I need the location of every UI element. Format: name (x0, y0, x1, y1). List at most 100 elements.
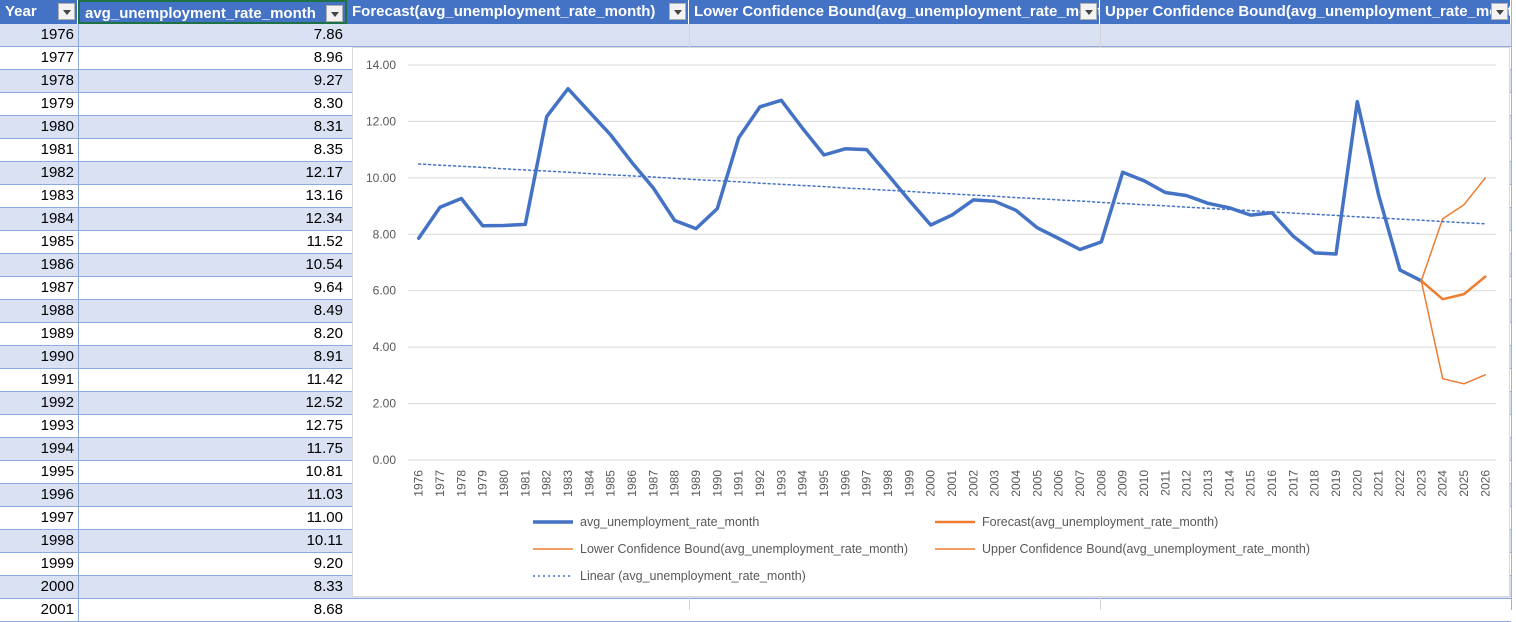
x-tick-label: 2003 (988, 470, 1002, 497)
y-tick-label: 8.00 (373, 227, 397, 241)
year-cell[interactable]: 2001 (40, 601, 74, 618)
year-cell[interactable]: 1986 (40, 256, 74, 273)
value-cell[interactable]: 10.54 (78, 254, 347, 276)
value-cell[interactable]: 11.52 (78, 231, 347, 253)
legend-entry: Linear (avg_unemployment_rate_month) (580, 569, 806, 583)
year-cell[interactable]: 1984 (40, 210, 74, 227)
value-cell[interactable]: 13.16 (78, 185, 347, 207)
value-cell[interactable]: 11.75 (78, 438, 347, 460)
x-tick-label: 1978 (454, 470, 468, 497)
x-tick-label: 2022 (1393, 470, 1407, 497)
value-cell[interactable]: 9.64 (78, 277, 347, 299)
x-tick-label: 1999 (902, 470, 916, 497)
x-tick-label: 2019 (1329, 470, 1343, 497)
x-tick-label: 1997 (860, 470, 874, 497)
year-cell[interactable]: 1980 (40, 118, 74, 135)
year-cell[interactable]: 1999 (40, 555, 74, 572)
header-forecast[interactable]: Forecast(avg_unemployment_rate_month) (347, 0, 689, 24)
x-tick-label: 2014 (1222, 470, 1236, 497)
year-cell[interactable]: 1978 (40, 72, 74, 89)
value-cell[interactable]: 12.75 (78, 415, 347, 437)
y-tick-label: 6.00 (373, 284, 397, 298)
table-row[interactable]: 2001 8.68 (0, 599, 1511, 622)
filter-dropdown-icon[interactable] (326, 5, 343, 22)
value-cell[interactable]: 11.00 (78, 507, 347, 529)
x-tick-label: 1984 (582, 470, 596, 497)
value-cell[interactable]: 12.52 (78, 392, 347, 414)
series-line-1 (416, 86, 1424, 283)
value-cell[interactable]: 7.86 (78, 24, 347, 46)
year-cell[interactable]: 1987 (40, 279, 74, 296)
y-tick-label: 12.00 (366, 114, 396, 128)
header-lower-bound[interactable]: Lower Confidence Bound(avg_unemployment_… (689, 0, 1100, 24)
table-right-border (1511, 0, 1512, 610)
year-cell[interactable]: 1991 (40, 371, 74, 388)
year-cell[interactable]: 1992 (40, 394, 74, 411)
year-cell[interactable]: 1982 (40, 164, 74, 181)
year-cell[interactable]: 1981 (40, 141, 74, 158)
year-cell[interactable]: 1989 (40, 325, 74, 342)
legend-entry: Lower Confidence Bound(avg_unemployment_… (580, 542, 908, 556)
x-tick-label: 2009 (1116, 470, 1130, 497)
year-cell[interactable]: 1979 (40, 95, 74, 112)
x-tick-label: 1994 (796, 470, 810, 497)
year-cell[interactable]: 1995 (40, 463, 74, 480)
value-cell[interactable]: 8.49 (78, 300, 347, 322)
value-cell[interactable]: 11.03 (78, 484, 347, 506)
header-avg-unemployment[interactable]: avg_unemployment_rate_month (78, 0, 347, 24)
value-cell[interactable]: 9.20 (78, 553, 347, 575)
x-tick-label: 1992 (753, 470, 767, 497)
x-tick-label: 2008 (1094, 470, 1108, 497)
value-cell[interactable]: 8.20 (78, 323, 347, 345)
x-tick-label: 1985 (604, 470, 618, 497)
value-cell[interactable]: 8.35 (78, 139, 347, 161)
year-cell[interactable]: 1994 (40, 440, 74, 457)
value-cell[interactable]: 8.96 (78, 47, 347, 69)
legend-entry: Forecast(avg_unemployment_rate_month) (982, 515, 1218, 529)
value-cell[interactable]: 9.27 (78, 70, 347, 92)
x-tick-label: 2016 (1265, 470, 1279, 497)
x-tick-label: 2013 (1201, 470, 1215, 497)
value-cell[interactable]: 8.30 (78, 93, 347, 115)
year-cell[interactable]: 1990 (40, 348, 74, 365)
value-cell[interactable]: 8.31 (78, 116, 347, 138)
value-cell[interactable]: 10.11 (78, 530, 347, 552)
filter-dropdown-icon[interactable] (1080, 3, 1097, 20)
x-tick-label: 1990 (710, 470, 724, 497)
x-tick-label: 1979 (476, 470, 490, 497)
x-tick-label: 2020 (1350, 470, 1364, 497)
filter-dropdown-icon[interactable] (669, 3, 686, 20)
value-cell[interactable]: 8.68 (78, 599, 347, 621)
header-label: Upper Confidence Bound(avg_unemployment_… (1105, 3, 1510, 20)
year-cell[interactable]: 1998 (40, 532, 74, 549)
x-tick-label: 2015 (1244, 470, 1258, 497)
year-cell[interactable]: 1997 (40, 509, 74, 526)
header-label: Forecast(avg_unemployment_rate_month) (352, 3, 656, 20)
x-tick-label: 2018 (1308, 470, 1322, 497)
year-cell[interactable]: 1996 (40, 486, 74, 503)
year-cell[interactable]: 1988 (40, 302, 74, 319)
header-year[interactable]: Year (0, 0, 78, 24)
y-tick-label: 0.00 (373, 453, 397, 467)
value-cell[interactable]: 12.34 (78, 208, 347, 230)
x-tick-label: 1981 (518, 470, 532, 497)
value-cell[interactable]: 11.42 (78, 369, 347, 391)
legend-entry: avg_unemployment_rate_month (580, 515, 759, 529)
year-cell[interactable]: 1976 (40, 26, 74, 43)
filter-dropdown-icon[interactable] (1491, 3, 1508, 20)
year-cell[interactable]: 1985 (40, 233, 74, 250)
value-cell[interactable]: 8.33 (78, 576, 347, 598)
year-cell[interactable]: 2000 (40, 578, 74, 595)
value-cell[interactable]: 10.81 (78, 461, 347, 483)
x-tick-label: 2000 (924, 470, 938, 497)
value-cell[interactable]: 8.91 (78, 346, 347, 368)
table-row[interactable]: 1976 7.86 (0, 24, 1511, 47)
x-tick-label: 1988 (668, 470, 682, 497)
header-upper-bound[interactable]: Upper Confidence Bound(avg_unemployment_… (1100, 0, 1511, 24)
value-cell[interactable]: 12.17 (78, 162, 347, 184)
line-chart[interactable]: 0.00 2.00 4.00 6.00 8.00 10.00 12.00 14.00 1976 1… (352, 47, 1510, 597)
year-cell[interactable]: 1983 (40, 187, 74, 204)
year-cell[interactable]: 1993 (40, 417, 74, 434)
year-cell[interactable]: 1977 (40, 49, 74, 66)
filter-dropdown-icon[interactable] (58, 3, 75, 20)
